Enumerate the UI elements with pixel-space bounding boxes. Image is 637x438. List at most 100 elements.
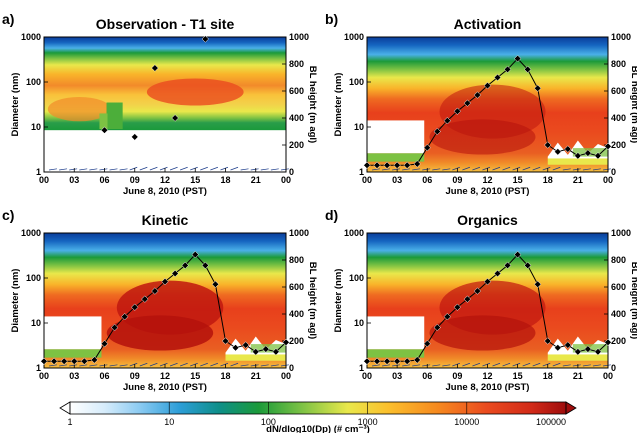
- y2-tick-label: 1000: [289, 32, 309, 42]
- y-tick-label: 10: [354, 318, 364, 328]
- x-tick-label: 18: [220, 175, 230, 185]
- y-tick-label: 1: [36, 363, 41, 373]
- colorbar-label: dN/dlog10(Dp) (# cm⁻³): [266, 424, 370, 433]
- x-tick-label: 09: [452, 371, 462, 381]
- bl-height-marker: [221, 337, 230, 345]
- y2-axis-label: BL height (m agl): [629, 66, 637, 143]
- bl-height-marker: [433, 323, 441, 332]
- bl-height-marker: [453, 107, 462, 115]
- x-tick-label: 00: [603, 175, 613, 185]
- y-tick-label: 1000: [21, 228, 41, 238]
- colorbar-tick-label: 10000: [454, 417, 479, 427]
- panel-title: Kinetic: [142, 212, 189, 228]
- y2-tick-label: 800: [611, 255, 626, 265]
- x-tick-label: 18: [220, 371, 230, 381]
- bl-height-marker: [513, 250, 522, 259]
- bl-height-marker: [524, 65, 532, 74]
- y-tick-label: 10: [354, 122, 364, 132]
- x-tick-label: 15: [190, 175, 200, 185]
- y-axis-label: Diameter (nm): [333, 269, 344, 333]
- bl-height-marker: [443, 117, 451, 125]
- y-tick-label: 1000: [344, 32, 364, 42]
- bl-height-marker: [403, 357, 411, 365]
- x-tick-label: 09: [130, 371, 140, 381]
- bl-height-marker: [211, 280, 220, 288]
- wind-vectors: [371, 166, 611, 171]
- panel-label: b): [325, 11, 338, 27]
- y2-axis-label: BL height (m agl): [307, 66, 318, 143]
- x-tick-label: 06: [99, 175, 109, 185]
- panel-title: Observation - T1 site: [96, 16, 235, 32]
- bl-height-marker: [272, 348, 280, 356]
- y2-axis-label: BL height (m agl): [307, 262, 318, 339]
- colorbar: 1 10 100 1000 10000 100000 dN/dlog10(Dp) (# c…: [59, 401, 577, 435]
- panel-4: 00 03 06 09 12 15 18 21 001101001000020040060080…: [325, 207, 637, 393]
- y2-tick-label: 0: [289, 363, 294, 373]
- y2-tick-label: 200: [611, 336, 626, 346]
- bl-height-marker: [423, 340, 431, 348]
- x-tick-label: 15: [190, 371, 200, 381]
- x-tick-label: 00: [603, 371, 613, 381]
- bl-height-marker: [554, 148, 562, 156]
- y2-tick-label: 800: [289, 255, 304, 265]
- bl-height-marker: [90, 356, 99, 364]
- bl-height-marker: [493, 73, 502, 82]
- panel-title: Activation: [454, 16, 522, 32]
- bl-height-marker: [100, 340, 109, 348]
- x-tick-label: 06: [422, 175, 432, 185]
- colorbar-min-arrow: [59, 401, 71, 415]
- x-tick-label: 12: [482, 371, 492, 381]
- bl-height-marker: [513, 54, 522, 63]
- x-tick-label: 12: [160, 175, 170, 185]
- bl-height-marker: [473, 287, 482, 295]
- x-axis-label: June 8, 2010 (PST): [446, 186, 530, 197]
- x-tick-label: 12: [482, 175, 492, 185]
- y2-tick-label: 800: [611, 59, 626, 69]
- bl-height-marker: [463, 295, 472, 303]
- bl-height-marker: [483, 277, 492, 286]
- bl-height-marker: [131, 133, 139, 141]
- y2-tick-label: 400: [289, 113, 304, 123]
- bl-height-marker: [121, 313, 129, 321]
- y-tick-label: 100: [26, 273, 41, 283]
- bl-height-marker: [60, 357, 68, 365]
- y2-tick-label: 200: [611, 140, 626, 150]
- bl-height-marker: [604, 142, 612, 151]
- wind-vectors: [48, 166, 289, 171]
- bl-height-marker: [171, 269, 179, 278]
- bl-height-marker: [242, 341, 250, 349]
- bl-height-marker: [131, 303, 139, 311]
- x-tick-label: 03: [392, 175, 402, 185]
- bl-height-marker: [383, 161, 391, 169]
- bl-height-marker: [110, 323, 119, 332]
- bl-height-marker: [483, 81, 492, 90]
- panel-label: d): [325, 207, 338, 223]
- colorbar-tick-label: 100000: [536, 417, 566, 427]
- bl-height-marker: [584, 149, 592, 157]
- y-tick-label: 10: [31, 318, 41, 328]
- x-tick-label: 21: [573, 371, 583, 381]
- y-tick-label: 10: [31, 122, 41, 132]
- x-tick-label: 00: [362, 175, 372, 185]
- bl-height-marker: [594, 348, 602, 356]
- x-tick-label: 12: [160, 371, 170, 381]
- y-tick-label: 1000: [21, 32, 41, 42]
- bl-height-marker: [413, 356, 421, 364]
- y2-tick-label: 800: [289, 59, 304, 69]
- wind-vectors: [371, 362, 611, 367]
- x-axis-label: June 8, 2010 (PST): [446, 382, 530, 393]
- x-tick-label: 03: [69, 371, 79, 381]
- bl-height-marker: [443, 313, 451, 321]
- wind-vectors: [48, 362, 289, 367]
- bl-height-marker: [161, 277, 169, 286]
- x-axis-label: June 8, 2010 (PST): [123, 186, 207, 197]
- x-tick-label: 15: [513, 371, 523, 381]
- y2-tick-label: 600: [289, 282, 304, 292]
- y-tick-label: 1000: [344, 228, 364, 238]
- bl-height-marker: [554, 344, 562, 352]
- bl-height-marker: [100, 126, 109, 134]
- bl-height-marker: [151, 64, 159, 72]
- y-tick-label: 1: [359, 363, 364, 373]
- bl-height-marker: [403, 161, 411, 169]
